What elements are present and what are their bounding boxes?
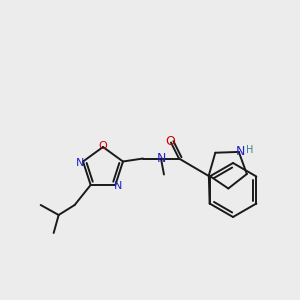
Text: O: O [99, 141, 107, 151]
Text: N: N [76, 158, 84, 167]
Text: N: N [236, 146, 245, 158]
Text: H: H [246, 145, 253, 155]
Text: O: O [165, 135, 175, 148]
Text: N: N [156, 152, 166, 165]
Text: N: N [114, 181, 122, 191]
